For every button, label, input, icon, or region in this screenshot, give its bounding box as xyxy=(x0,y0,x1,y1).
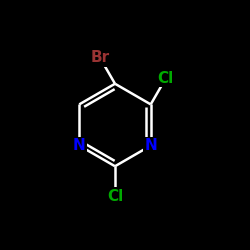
Text: Br: Br xyxy=(90,50,110,65)
Text: Cl: Cl xyxy=(158,71,174,86)
Text: N: N xyxy=(73,138,86,153)
Text: N: N xyxy=(144,138,157,153)
Text: Cl: Cl xyxy=(107,189,123,204)
